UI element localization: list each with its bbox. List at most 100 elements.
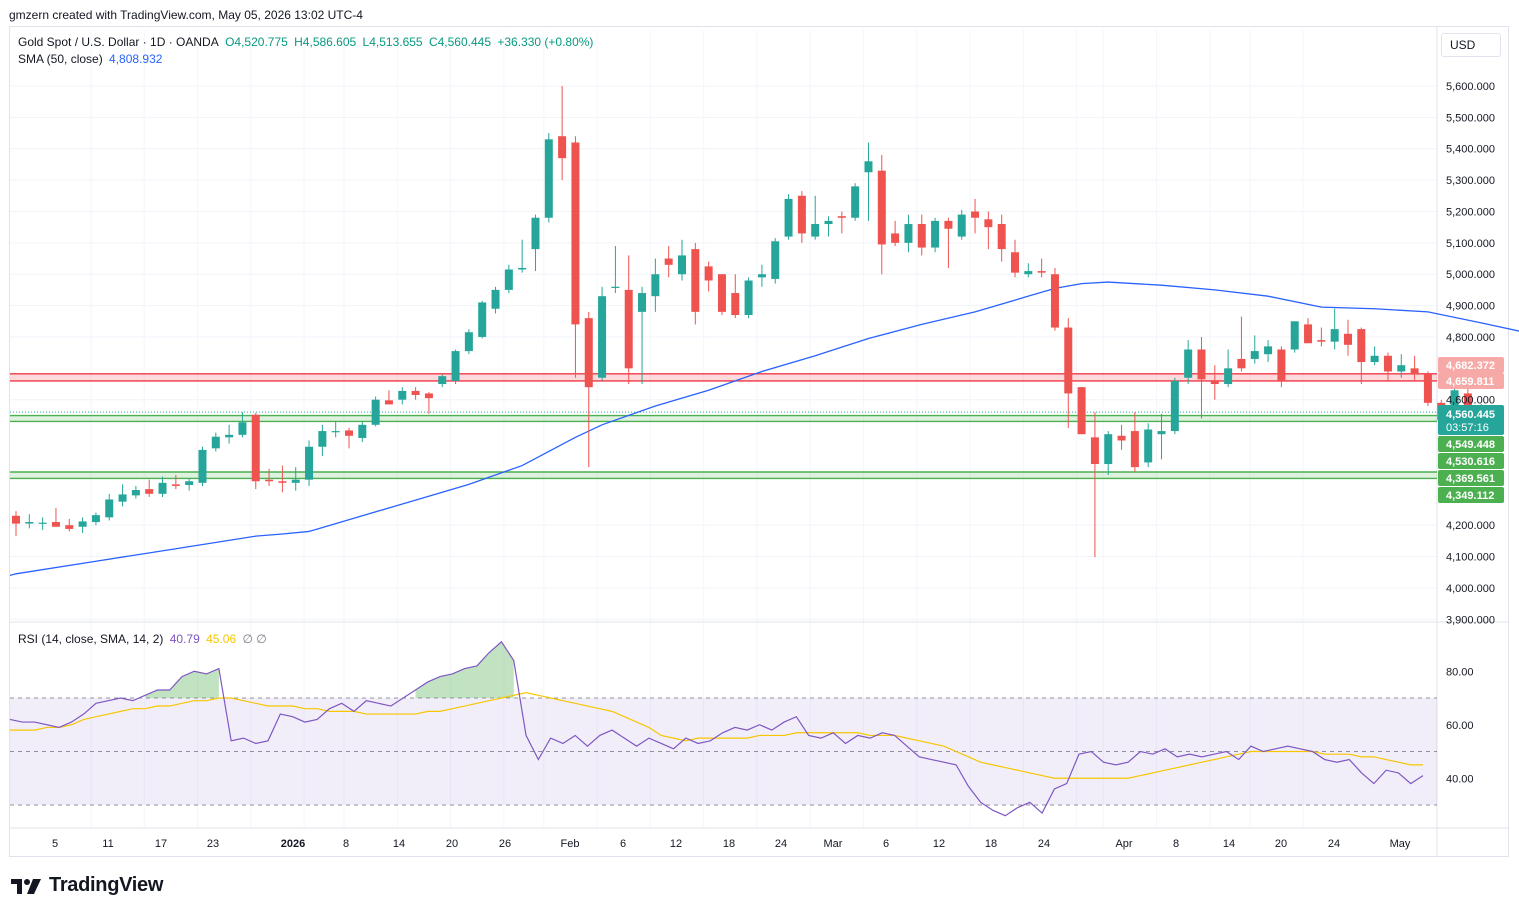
rsi-line[interactable] <box>9 640 1424 817</box>
candle[interactable] <box>1144 423 1153 468</box>
candle[interactable] <box>51 507 60 527</box>
candle[interactable] <box>837 211 846 234</box>
candle[interactable] <box>611 245 620 294</box>
candle[interactable] <box>478 300 487 339</box>
candle[interactable] <box>1104 431 1113 475</box>
candle[interactable] <box>318 424 327 457</box>
candle[interactable] <box>731 274 740 319</box>
candle[interactable] <box>851 183 860 221</box>
candle[interactable] <box>12 511 20 537</box>
candle[interactable] <box>704 261 713 292</box>
candle[interactable] <box>651 258 660 312</box>
candle[interactable] <box>1264 340 1273 363</box>
candle[interactable] <box>531 214 540 272</box>
candle[interactable] <box>1237 316 1246 372</box>
currency-selector[interactable]: USD <box>1441 33 1501 57</box>
candle[interactable] <box>1383 352 1392 381</box>
candle[interactable] <box>544 133 553 223</box>
candle[interactable] <box>331 421 340 438</box>
candle[interactable] <box>225 424 234 444</box>
candle[interactable] <box>598 286 607 381</box>
candle[interactable] <box>917 214 926 256</box>
candle[interactable] <box>1370 346 1379 366</box>
candle[interactable] <box>185 478 194 491</box>
candle[interactable] <box>411 387 420 400</box>
rsi-legend[interactable]: RSI (14, close, SMA, 14, 2) 40.79 45.06 … <box>18 632 270 646</box>
candle[interactable] <box>105 493 114 521</box>
candle[interactable] <box>824 216 833 237</box>
candle[interactable] <box>1157 413 1166 460</box>
candle[interactable] <box>1170 377 1179 435</box>
candle[interactable] <box>265 468 274 486</box>
candle[interactable] <box>691 242 700 325</box>
candle[interactable] <box>997 214 1006 262</box>
candle[interactable] <box>1011 239 1019 278</box>
candle[interactable] <box>424 391 433 414</box>
candle[interactable] <box>1344 319 1352 356</box>
candle[interactable] <box>38 517 47 530</box>
candle[interactable] <box>438 374 447 388</box>
candle[interactable] <box>464 329 473 355</box>
candle[interactable] <box>864 142 873 221</box>
candle[interactable] <box>811 195 820 240</box>
candle[interactable] <box>238 412 247 438</box>
candle[interactable] <box>1064 318 1073 428</box>
candle[interactable] <box>65 518 74 532</box>
candle[interactable] <box>131 485 140 499</box>
candle[interactable] <box>345 427 353 449</box>
candle[interactable] <box>584 311 593 468</box>
candle[interactable] <box>904 214 913 253</box>
candle[interactable] <box>371 396 380 427</box>
candle[interactable] <box>145 479 154 497</box>
candle[interactable] <box>1317 327 1326 347</box>
candle[interactable] <box>504 264 513 294</box>
candle[interactable] <box>984 211 993 250</box>
candle[interactable] <box>1050 267 1059 331</box>
candle[interactable] <box>1210 365 1219 400</box>
candle[interactable] <box>518 239 527 273</box>
candle[interactable] <box>305 440 314 486</box>
candle[interactable] <box>1330 308 1339 350</box>
candle[interactable] <box>638 286 647 385</box>
candle[interactable] <box>1117 424 1126 450</box>
candle[interactable] <box>358 421 367 443</box>
candle[interactable] <box>1077 387 1086 435</box>
candle[interactable] <box>451 349 460 385</box>
candle[interactable] <box>291 467 300 491</box>
candle[interactable] <box>251 412 260 490</box>
candle[interactable] <box>78 517 87 534</box>
candle[interactable] <box>278 465 287 493</box>
candle[interactable] <box>384 390 393 405</box>
candle[interactable] <box>664 245 673 278</box>
candle[interactable] <box>1290 321 1299 353</box>
candle[interactable] <box>198 446 207 486</box>
candle[interactable] <box>957 209 966 240</box>
candle[interactable] <box>717 274 726 316</box>
candle[interactable] <box>158 476 167 497</box>
candle[interactable] <box>891 220 900 246</box>
candle[interactable] <box>1037 258 1046 278</box>
sma-legend[interactable]: SMA (50, close) 4,808.932 <box>18 52 165 66</box>
candle[interactable] <box>398 387 407 405</box>
candle[interactable] <box>771 238 780 284</box>
candle[interactable] <box>91 512 100 526</box>
candle[interactable] <box>1277 346 1286 388</box>
candle[interactable] <box>1197 336 1206 419</box>
candle[interactable] <box>744 277 753 319</box>
candle[interactable] <box>624 255 633 385</box>
candle[interactable] <box>757 264 766 287</box>
candle[interactable] <box>571 136 580 378</box>
candle[interactable] <box>25 514 34 529</box>
sma-50-line[interactable] <box>9 281 1519 577</box>
candle[interactable] <box>1184 340 1193 385</box>
tradingview-logo[interactable]: TradingView <box>11 874 163 897</box>
candle[interactable] <box>1090 412 1099 558</box>
candle[interactable] <box>1357 327 1366 385</box>
candle[interactable] <box>931 217 940 253</box>
candle[interactable] <box>1423 371 1432 406</box>
candle[interactable] <box>1250 335 1259 364</box>
candle[interactable] <box>678 239 686 281</box>
candle[interactable] <box>797 191 806 243</box>
rsi-ma-line[interactable] <box>10 692 1423 779</box>
